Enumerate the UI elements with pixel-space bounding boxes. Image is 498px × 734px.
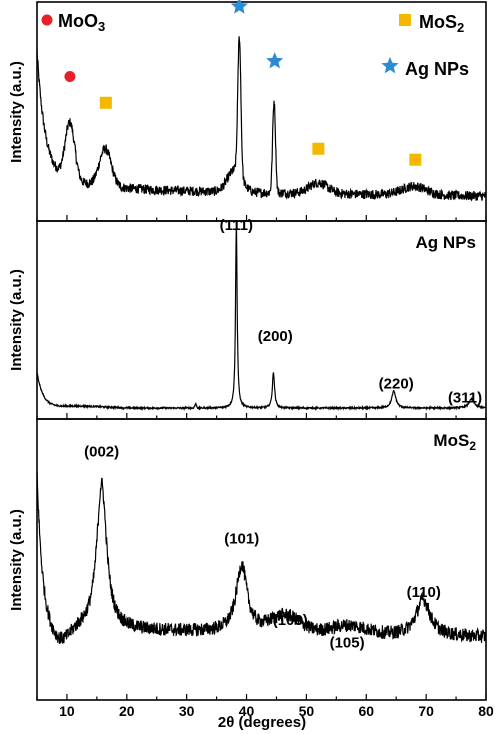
- legend-ag-nps-label: Ag NPs: [405, 59, 469, 79]
- panel-ag-nps-series-line: [36, 227, 487, 412]
- panel-composite-ticks: [36, 215, 487, 221]
- panel-ag-nps-ticks: [36, 413, 487, 419]
- panel-composite-y-axis-label: Intensity (a.u.): [8, 61, 25, 163]
- panel-ag-nps-name: Ag NPs: [416, 233, 476, 252]
- peak-label: (002): [84, 443, 119, 460]
- panel-mos2-ticks: [36, 694, 487, 700]
- x-tick-label: 80: [478, 703, 494, 719]
- legend-mos2: MoS2: [399, 12, 464, 35]
- panel-composite-markers: [64, 0, 422, 166]
- x-axis-label: 2θ (degrees): [218, 714, 306, 731]
- mos2-peak-square-icon: [312, 142, 325, 155]
- x-tick-label: 20: [119, 703, 135, 719]
- legend-moo3-subscript: 3: [98, 19, 105, 34]
- peak-label: (101): [224, 531, 259, 548]
- panel-ag-nps-peak-labels: (111) (200) (220) (311): [220, 217, 482, 406]
- x-tick-label: 50: [299, 703, 315, 719]
- ag-peak-star-icon: [230, 0, 248, 14]
- peak-label: (103): [273, 612, 308, 629]
- panel-mos2-name: MoS2: [433, 431, 476, 453]
- legend-mos2-subscript: 2: [457, 20, 464, 35]
- legend-mos2-text: MoS: [419, 12, 457, 32]
- moo3-peak-circle-icon: [64, 70, 76, 82]
- legend-mos2-label: MoS2: [419, 12, 464, 35]
- panel-ag-nps-y-axis-label: Intensity (a.u.): [8, 269, 25, 371]
- peak-label: (311): [448, 389, 482, 406]
- peak-label: (220): [379, 375, 414, 392]
- panel-mos2-peak-labels: (002) (101) (103) (105) (110): [84, 443, 441, 651]
- x-tick-label: 70: [418, 703, 434, 719]
- x-tick-label: 40: [239, 703, 255, 719]
- peak-label: (110): [407, 584, 441, 601]
- legend-moo3-text: MoO: [58, 11, 98, 31]
- legend-ag-nps: Ag NPs: [381, 57, 469, 79]
- x-tick-label: 30: [179, 703, 195, 719]
- peak-label: (200): [258, 328, 293, 345]
- legend-mos2-square-icon: [399, 14, 411, 26]
- legend-ag-nps-star-icon: [381, 57, 399, 74]
- panel-mos2-frame: [36, 418, 487, 701]
- x-tick-label: 10: [59, 703, 75, 719]
- panel-mos2-name-text: MoS: [433, 431, 469, 450]
- ag-peak-star-icon: [266, 52, 284, 69]
- panel-composite-series-line: [36, 36, 486, 202]
- panel-mos2-series-line: [36, 471, 487, 644]
- x-axis-tick-labels: 10 20 30 40 50 60 70 80: [59, 703, 494, 719]
- legend-moo3-circle-icon: [41, 14, 53, 26]
- panel-mos2-name-subscript: 2: [469, 439, 476, 453]
- mos2-peak-square-icon: [409, 153, 422, 166]
- panel-mos2-y-axis-label: Intensity (a.u.): [8, 509, 25, 611]
- panel-mos2: (002) (101) (103) (105) (110) Intensity (a.u…: [8, 418, 487, 701]
- peak-label: (105): [330, 635, 365, 652]
- legend-moo3-label: MoO3: [58, 11, 105, 34]
- panel-composite: Intensity (a.u.) MoO3 MoS2 Ag NPs: [8, 0, 487, 222]
- legend-moo3: MoO3: [41, 11, 105, 34]
- peak-label: (111): [220, 217, 253, 234]
- mos2-peak-square-icon: [99, 96, 112, 109]
- panel-ag-nps: (111) (200) (220) (311) Intensity (a.u.) Ag…: [8, 217, 487, 420]
- x-tick-label: 60: [358, 703, 374, 719]
